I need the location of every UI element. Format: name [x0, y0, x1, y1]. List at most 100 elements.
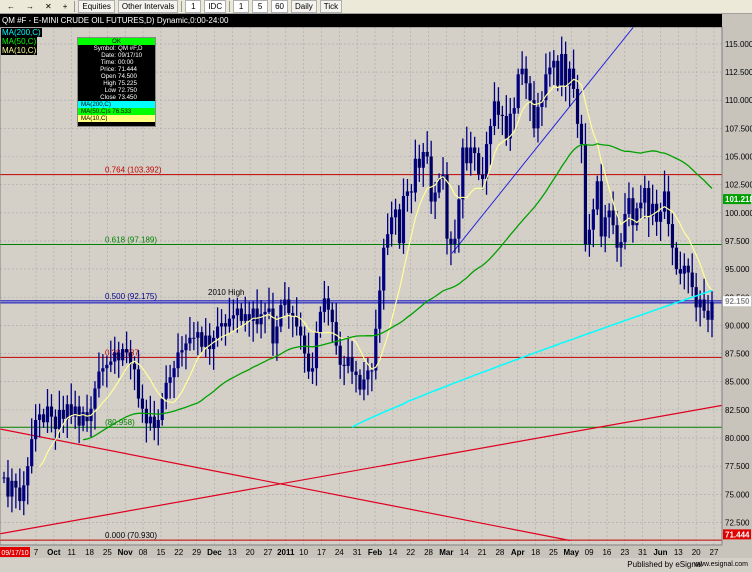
- toolbar-item-1[interactable]: 1: [185, 0, 202, 13]
- price-bar: [322, 280, 326, 323]
- price-bar: [243, 296, 247, 332]
- plot-border: [0, 26, 723, 546]
- price-bar: [192, 322, 196, 351]
- price-bar: [449, 231, 453, 266]
- price-tick-label: 107.500: [725, 124, 752, 133]
- price-bar: [607, 203, 611, 239]
- date-tick-label: 28: [424, 548, 433, 557]
- price-tick-label: 105.000: [725, 153, 752, 162]
- price-bar: [532, 81, 536, 138]
- price-chart[interactable]: 115.000 112.500 110.000 107.500 105.000 102.5…: [0, 14, 752, 558]
- price-bar: [390, 201, 394, 247]
- price-bar: [651, 184, 655, 226]
- price-bar: [587, 213, 591, 257]
- price-bar: [397, 203, 402, 249]
- toolbar-item-60[interactable]: 60: [271, 0, 288, 13]
- price-axis: [722, 14, 752, 558]
- close-icon[interactable]: ✕: [45, 2, 52, 11]
- date-tick-label: 29: [192, 548, 201, 557]
- price-bar: [200, 326, 204, 353]
- toolbar-item-idc[interactable]: IDC: [204, 0, 227, 13]
- toolbar-item-equities[interactable]: Equities: [78, 0, 115, 13]
- price-bar: [698, 290, 702, 327]
- trendline-red-up[interactable]: [0, 404, 723, 535]
- price-bar: [239, 302, 243, 327]
- price-bar: [37, 403, 42, 438]
- price-bar: [465, 126, 469, 171]
- info-row-label: High: [103, 80, 116, 87]
- annotation-2010-high: 2010 High: [208, 288, 244, 297]
- info-row: High 75.225: [78, 80, 155, 87]
- ma10-label: MA(10,C): [1, 46, 38, 55]
- price-bar: [433, 181, 437, 219]
- price-bar: [354, 360, 358, 393]
- trendline-blue[interactable]: [451, 21, 639, 254]
- price-bar: [686, 258, 690, 294]
- price-bar: [627, 182, 631, 227]
- price-bar: [168, 364, 172, 399]
- price-bar: [279, 299, 283, 333]
- info-row-label: Close: [100, 94, 116, 101]
- toolbar-item-5[interactable]: 5: [252, 0, 269, 13]
- price-badge: [723, 296, 751, 307]
- price-bar: [595, 175, 599, 216]
- price-bar: [310, 352, 315, 384]
- price-bar: [477, 147, 481, 181]
- date-tick-label: 27: [263, 548, 272, 557]
- price-bar: [643, 175, 647, 219]
- price-bar: [330, 302, 334, 343]
- date-tick-label: 31: [353, 548, 362, 557]
- ok-button[interactable]: OK: [78, 38, 155, 45]
- price-bar: [53, 409, 58, 450]
- price-bar: [235, 297, 239, 333]
- info-ma200: MA(200,C): [78, 101, 155, 108]
- price-bar: [18, 468, 22, 511]
- price-bar: [429, 140, 433, 214]
- price-bar: [350, 341, 354, 384]
- info-row-label: Time:: [100, 59, 116, 66]
- price-bar: [564, 41, 568, 102]
- price-tick-label: 87.500: [725, 350, 750, 359]
- date-tick-label: Jun: [653, 548, 667, 557]
- date-tick-label: May: [563, 548, 579, 557]
- toolbar-item-daily[interactable]: Daily: [291, 0, 317, 13]
- add-icon[interactable]: +: [62, 2, 68, 11]
- date-tick-label: Dec: [207, 548, 222, 557]
- price-bar: [212, 330, 216, 370]
- price-bar: [184, 334, 188, 370]
- info-row: Low 72.750: [78, 87, 155, 94]
- toolbar-item-other-intervals[interactable]: Other Intervals: [117, 0, 179, 13]
- price-bar: [136, 350, 141, 408]
- price-bar: [93, 381, 97, 430]
- price-bar: [524, 56, 528, 100]
- price-bar: [488, 118, 493, 165]
- price-bar: [172, 360, 176, 399]
- price-bar: [504, 95, 508, 146]
- price-bar: [413, 139, 417, 202]
- forward-icon[interactable]: →: [26, 2, 34, 11]
- price-bar: [469, 131, 473, 176]
- price-bar: [34, 404, 38, 452]
- price-bar: [706, 295, 710, 333]
- date-tick-label: 25: [103, 548, 112, 557]
- price-bar: [473, 136, 477, 171]
- price-tick-label: 80.000: [725, 434, 750, 443]
- info-row-value: 09/17/10: [118, 52, 143, 59]
- toolbar-item-tick[interactable]: Tick: [319, 0, 343, 13]
- price-tick-label: 75.000: [725, 490, 750, 499]
- price-badge-label: 101.218: [725, 195, 752, 204]
- info-row-label: Low: [104, 87, 116, 94]
- price-bar: [227, 297, 232, 334]
- price-bar: [647, 180, 651, 238]
- price-bar: [283, 282, 287, 316]
- back-icon[interactable]: ←: [7, 2, 15, 11]
- price-bar: [10, 468, 14, 513]
- toolbar-item-1[interactable]: 1: [233, 0, 250, 13]
- price-bar: [611, 191, 615, 235]
- price-bar: [291, 305, 295, 338]
- price-tick-label: 102.500: [725, 181, 752, 190]
- cursor-info-box[interactable]: OK Symbol: QM #F,D Date: 09/17/10 Time: 00:00…: [77, 37, 156, 127]
- trendline-red-down[interactable]: [0, 428, 571, 542]
- price-bar: [125, 331, 129, 364]
- price-bar: [662, 170, 667, 219]
